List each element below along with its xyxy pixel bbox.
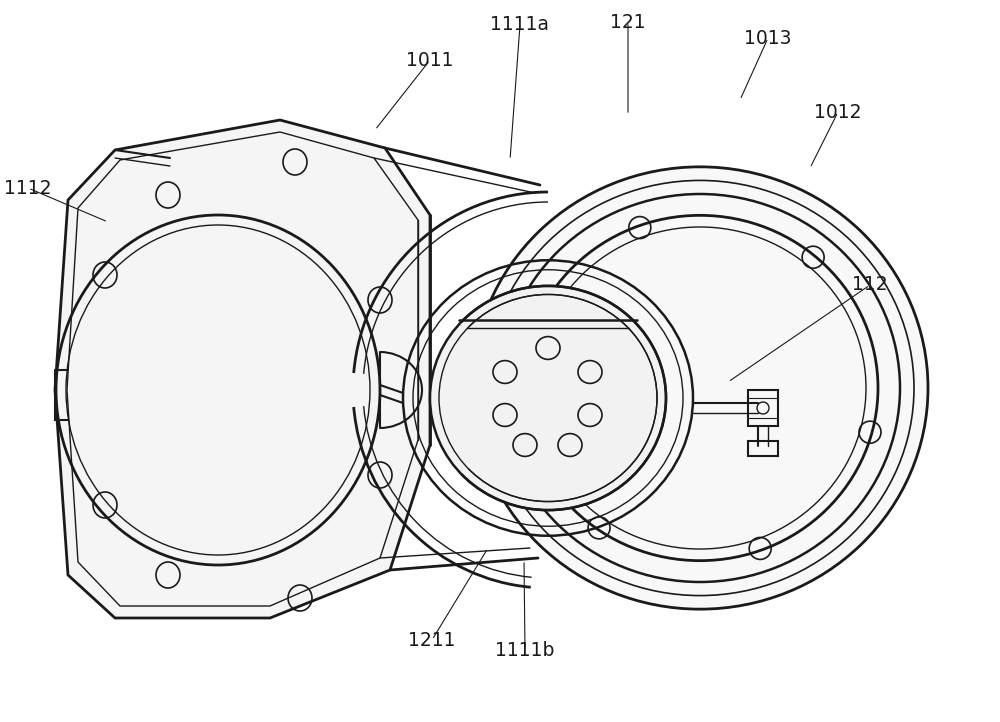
Text: 121: 121	[610, 12, 646, 32]
Text: 1011: 1011	[406, 51, 454, 69]
Ellipse shape	[430, 286, 666, 510]
Text: 1211: 1211	[408, 630, 456, 650]
Text: 1112: 1112	[4, 178, 52, 198]
Text: 1111b: 1111b	[495, 640, 555, 659]
Polygon shape	[55, 120, 430, 618]
Text: 1013: 1013	[744, 28, 792, 48]
Ellipse shape	[472, 167, 928, 609]
Text: 1111a: 1111a	[490, 15, 550, 35]
Text: 112: 112	[852, 276, 888, 295]
Text: 1012: 1012	[814, 103, 862, 121]
